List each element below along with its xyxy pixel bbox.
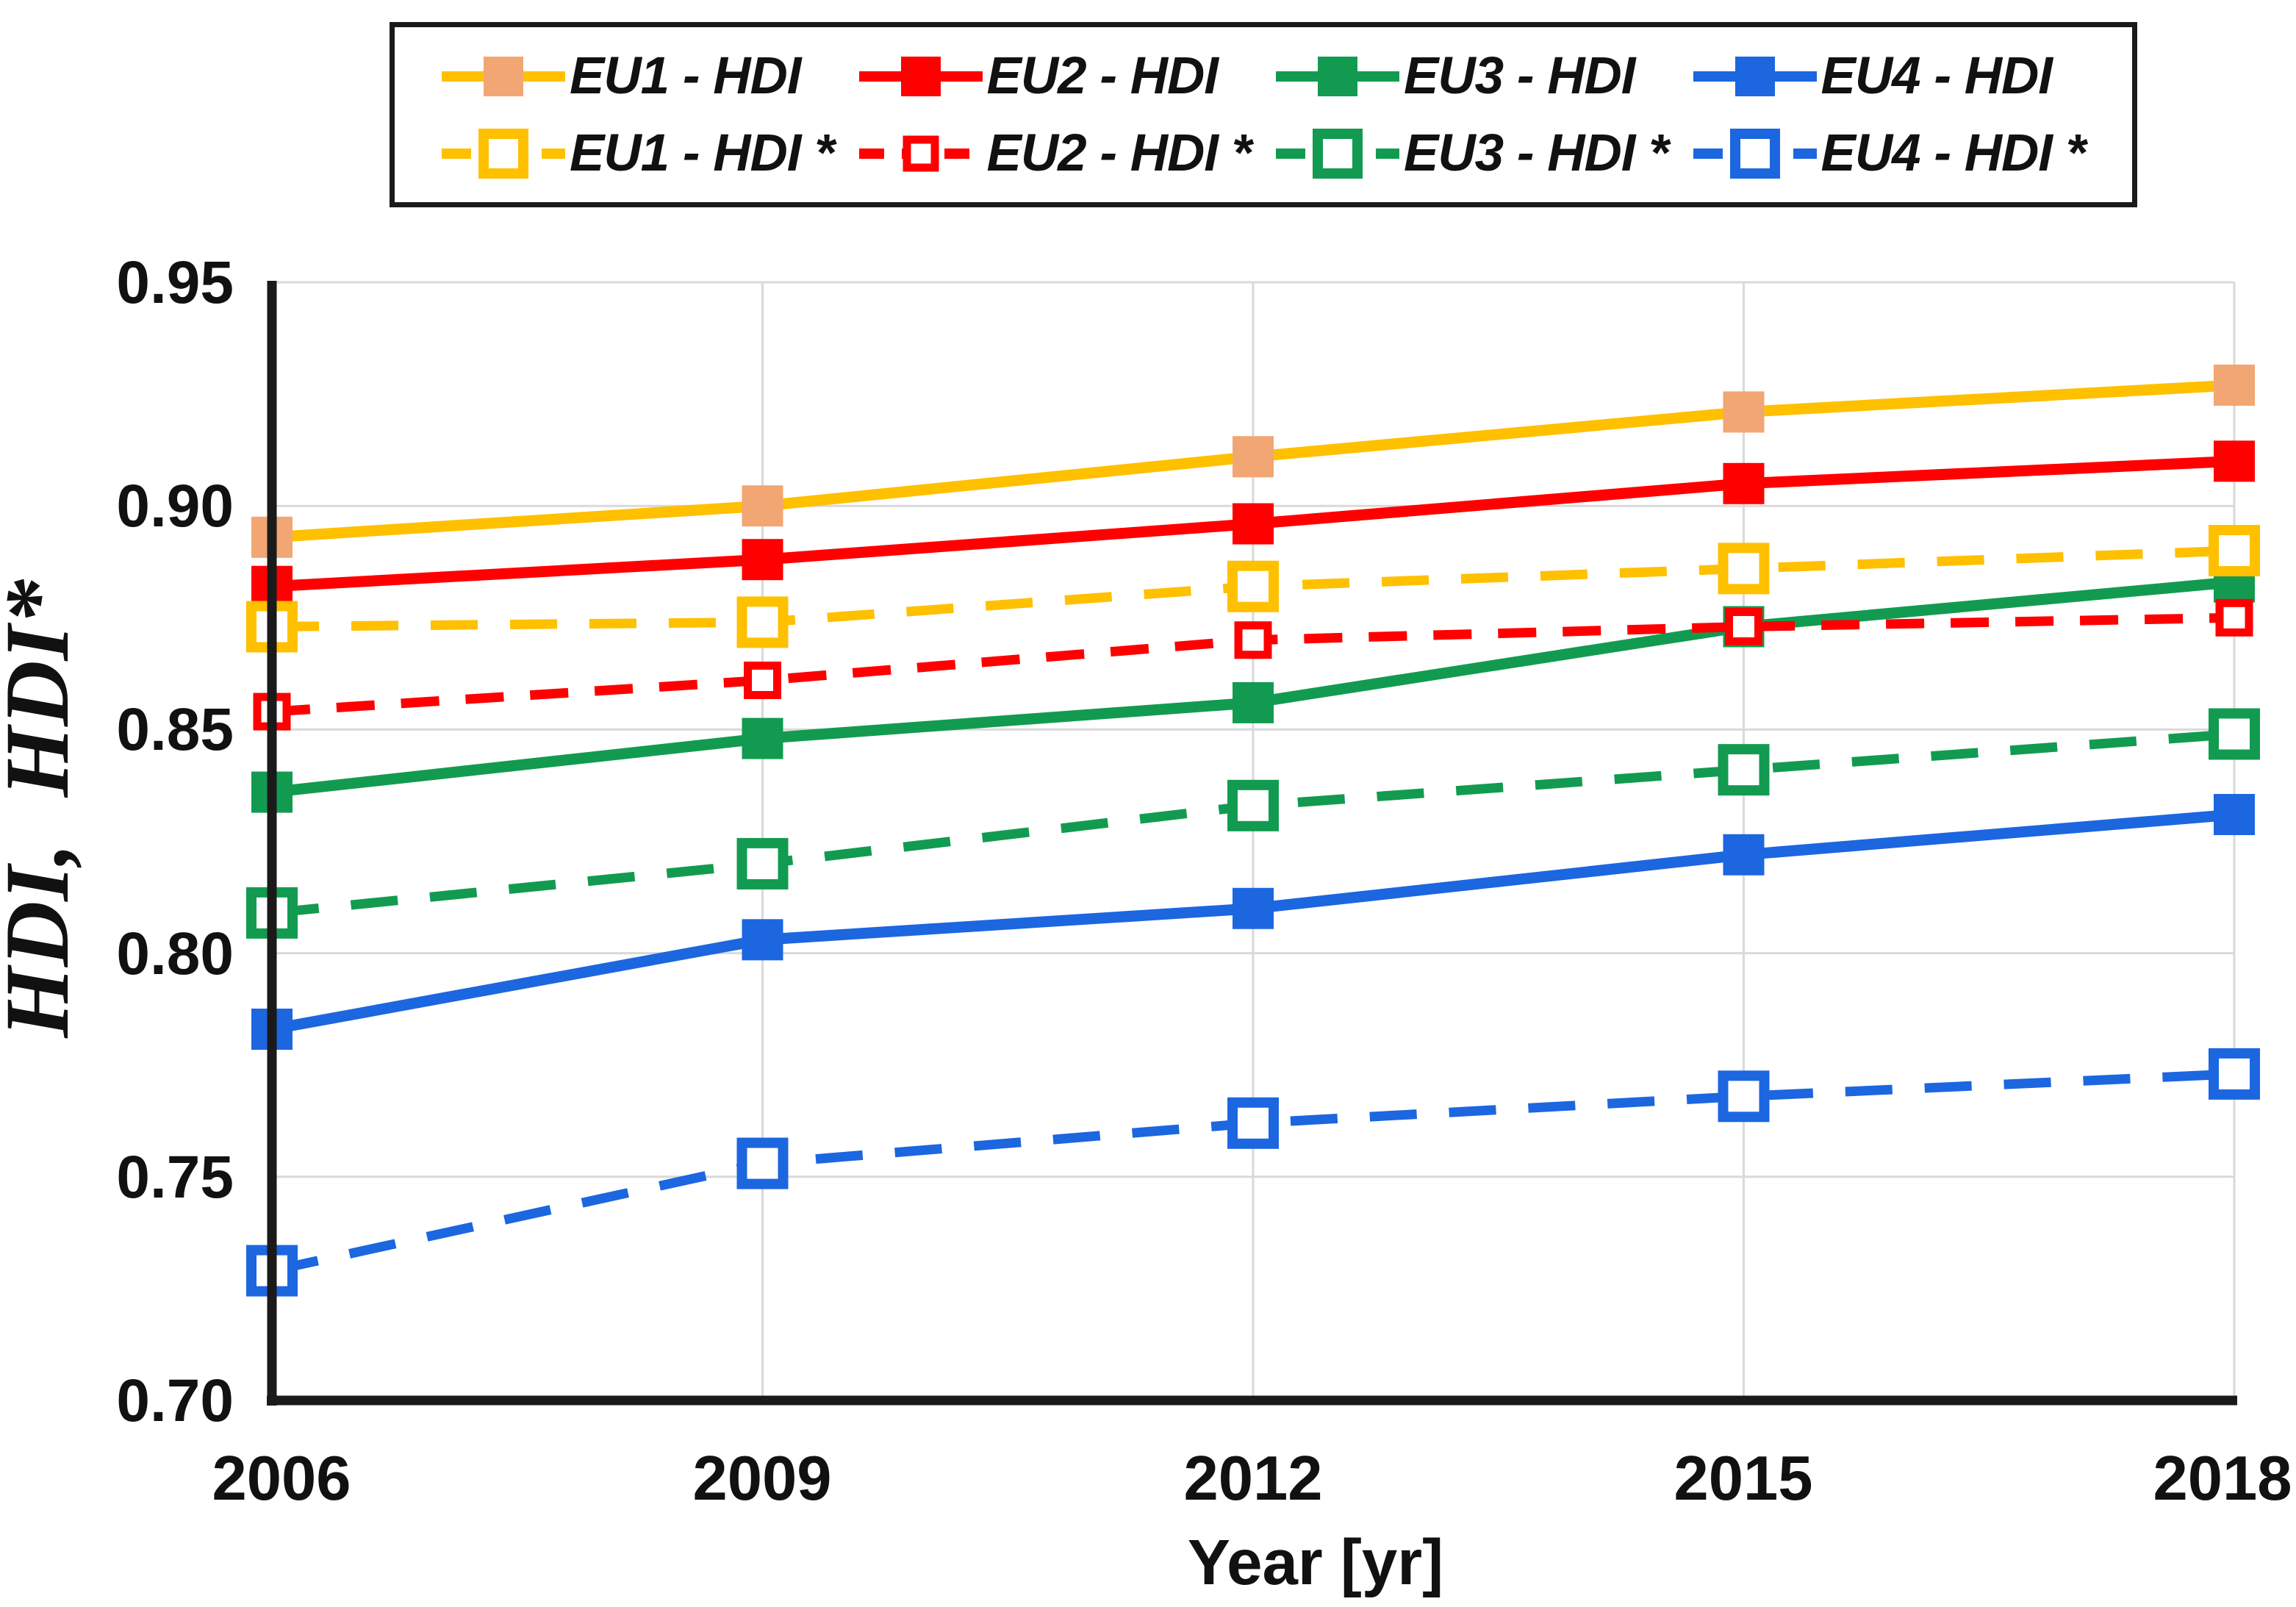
legend-item-eu3-hdi: EU3 - HDI xyxy=(1276,46,1693,107)
x-axis-tick-labels: 2006 2009 2012 2015 2018 xyxy=(212,1444,2292,1514)
data-point xyxy=(1723,834,1765,876)
data-point xyxy=(1227,560,1279,612)
axis-layer xyxy=(267,281,2237,1406)
data-point xyxy=(736,596,789,648)
legend-item-eu4-hdi-star: EU4 - HDI * xyxy=(1693,123,2111,185)
data-point xyxy=(1233,503,1274,545)
legend-label-eu4-hdi: EU4 - HDI xyxy=(1820,47,2053,105)
xtick-2012: 2012 xyxy=(1183,1444,1322,1514)
ytick-0.80: 0.80 xyxy=(116,920,234,987)
legend-marker-sample xyxy=(1734,56,1775,96)
ytick-0.85: 0.85 xyxy=(116,696,234,763)
data-point xyxy=(2209,525,2260,577)
data-point xyxy=(2214,793,2255,835)
legend-marker-sample xyxy=(903,135,939,171)
data-point xyxy=(1718,1070,1770,1123)
data-point xyxy=(1725,607,1762,645)
legend-item-eu1-hdi: EU1 - HDI xyxy=(442,46,859,107)
data-point xyxy=(2209,708,2260,760)
legend-swatch-eu1-hdi xyxy=(442,56,565,96)
data-point xyxy=(2214,364,2255,406)
data-point xyxy=(736,837,789,890)
legend-marker-sample xyxy=(484,56,523,96)
xtick-2018: 2018 xyxy=(2153,1444,2292,1514)
data-point xyxy=(1227,779,1279,831)
legend-item-eu1-hdi-star: EU1 - HDI * xyxy=(442,123,859,185)
series-eu2---hdi-* xyxy=(253,598,2253,731)
data-point xyxy=(1723,462,1765,504)
series-eu1---hdi xyxy=(251,364,2255,558)
ytick-0.75: 0.75 xyxy=(116,1144,234,1211)
legend-swatch-eu4-hdi xyxy=(1693,56,1817,96)
legend-item-eu3-hdi-star: EU3 - HDI * xyxy=(1276,123,1693,185)
legend-swatch-eu2-hdi xyxy=(858,56,983,96)
series-eu4---hdi xyxy=(251,793,2255,1051)
data-point xyxy=(1234,621,1272,659)
data-point xyxy=(1233,681,1274,723)
data-point xyxy=(1718,543,1770,595)
xtick-2009: 2009 xyxy=(692,1444,831,1514)
data-point xyxy=(742,919,783,961)
legend-marker-sample xyxy=(1318,56,1357,96)
xtick-2006: 2006 xyxy=(212,1444,351,1514)
series-layer xyxy=(246,364,2260,1297)
legend-swatch-eu3-hdi xyxy=(1276,56,1399,96)
legend-marker-sample xyxy=(1729,128,1780,179)
data-point xyxy=(2209,1048,2260,1100)
data-point xyxy=(1233,887,1274,929)
legend-label-eu3-hdi-star: EU3 - HDI * xyxy=(1404,124,1669,182)
legend-item-eu4-hdi: EU4 - HDI xyxy=(1693,46,2111,107)
legend-marker-sample xyxy=(478,128,528,179)
data-point xyxy=(1227,1097,1279,1149)
xtick-2015: 2015 xyxy=(1673,1444,1812,1514)
legend-item-eu2-hdi-star: EU2 - HDI * xyxy=(858,123,1277,185)
legend-swatch-eu1-hdi-star xyxy=(442,128,565,179)
legend-item-eu2-hdi: EU2 - HDI xyxy=(858,46,1277,107)
legend-swatch-eu3-hdi-star xyxy=(1276,128,1399,179)
data-point xyxy=(1233,436,1274,478)
data-point xyxy=(742,717,783,759)
data-point xyxy=(742,485,783,527)
legend-marker-sample xyxy=(1313,128,1363,179)
ytick-0.95: 0.95 xyxy=(116,249,234,316)
data-point xyxy=(744,661,781,699)
y-axis-tick-labels: 0.95 0.90 0.85 0.80 0.75 0.70 xyxy=(116,249,234,1434)
data-point xyxy=(1718,744,1770,796)
series-eu3---hdi-* xyxy=(246,708,2260,939)
legend-label-eu4-hdi-star: EU4 - HDI * xyxy=(1820,124,2087,182)
data-point xyxy=(2215,598,2253,637)
legend-label-eu1-hdi-star: EU1 - HDI * xyxy=(570,124,835,182)
data-point xyxy=(1723,391,1765,433)
legend-label-eu2-hdi: EU2 - HDI xyxy=(986,47,1219,105)
legend-swatch-eu4-hdi-star xyxy=(1693,128,1817,179)
legend-swatch-eu2-hdi-star xyxy=(858,135,983,171)
data-point xyxy=(2214,440,2255,482)
legend-marker-sample xyxy=(900,56,941,96)
legend-label-eu3-hdi: EU3 - HDI xyxy=(1404,47,1635,105)
ytick-0.90: 0.90 xyxy=(116,473,234,540)
data-point xyxy=(742,539,783,581)
y-axis-title: HDI, HDI* xyxy=(0,579,87,1039)
data-point xyxy=(736,1137,789,1189)
x-axis-title: Year [yr] xyxy=(1188,1527,1443,1598)
series-eu2---hdi xyxy=(251,440,2255,607)
legend: EU1 - HDI EU2 - HDI EU3 - HDI EU4 - HDI … xyxy=(390,22,2137,207)
legend-label-eu1-hdi: EU1 - HDI xyxy=(570,47,801,105)
legend-label-eu2-hdi-star: EU2 - HDI * xyxy=(986,124,1252,182)
ytick-0.70: 0.70 xyxy=(116,1367,234,1434)
